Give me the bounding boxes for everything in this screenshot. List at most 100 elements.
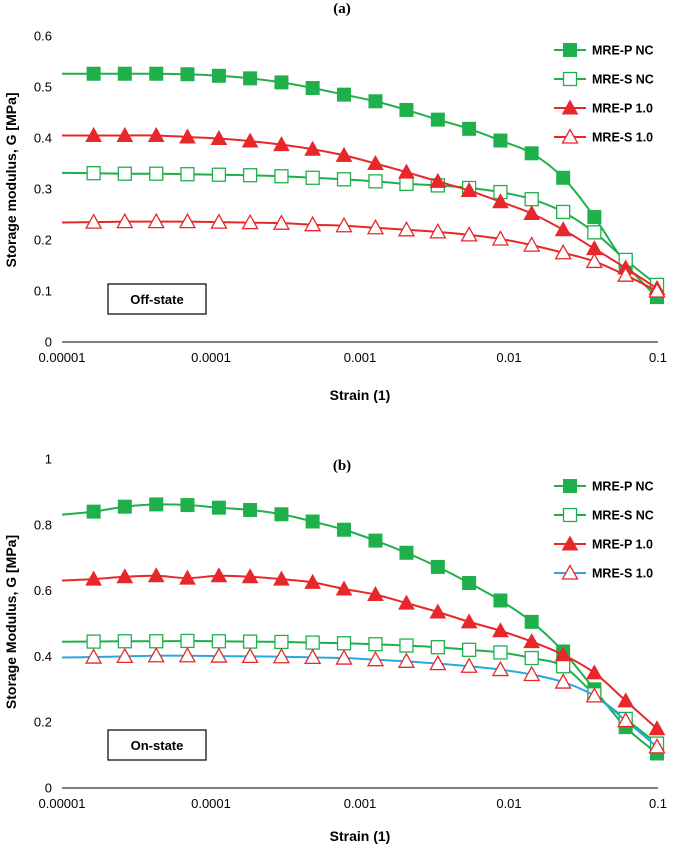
data-point (587, 225, 602, 240)
data-point (178, 646, 197, 663)
data-point (243, 502, 258, 517)
data-point (585, 687, 603, 703)
data-point (399, 638, 414, 653)
data-point (86, 166, 101, 181)
legend-label: MRE-S NC (592, 73, 654, 87)
y-tick-label: 0.4 (34, 131, 52, 146)
data-point (492, 622, 509, 638)
legend-marker (561, 535, 579, 551)
data-point (85, 648, 103, 664)
data-point (180, 633, 195, 649)
data-point (149, 66, 164, 81)
data-point (336, 172, 352, 187)
data-point (85, 570, 102, 586)
data-point (493, 645, 508, 660)
data-point (366, 650, 385, 667)
data-point (556, 204, 571, 220)
data-point (491, 660, 510, 677)
y-tick-label: 0 (45, 781, 52, 796)
data-point (586, 664, 603, 680)
data-point (587, 210, 602, 225)
legend-label: MRE-S 1.0 (592, 567, 653, 581)
data-point (304, 573, 321, 589)
data-point (524, 614, 539, 629)
x-tick-label: 0.0001 (191, 796, 231, 811)
data-point (116, 212, 134, 229)
data-point (210, 567, 228, 583)
data-point (147, 212, 165, 229)
data-point (460, 182, 478, 198)
legend-item: MRE-S 1.0 (554, 564, 653, 581)
data-point (117, 166, 132, 181)
panel-a-plot-area (61, 66, 666, 305)
legend-label: MRE-P NC (592, 44, 654, 58)
data-point (273, 136, 290, 152)
data-point (585, 252, 603, 269)
legend-label: MRE-S 1.0 (592, 131, 653, 145)
data-point (462, 576, 477, 591)
legend-label: MRE-P 1.0 (592, 538, 653, 552)
data-point (179, 128, 196, 144)
data-point (368, 637, 383, 652)
data-point (429, 603, 447, 619)
x-tick-label: 0.1 (649, 796, 667, 811)
panel-a-x-axis-title: Strain (1) (330, 387, 391, 403)
x-tick-label: 0.1 (649, 350, 667, 365)
series-mre-p-nc (61, 66, 665, 305)
legend-marker (563, 43, 577, 57)
data-point (305, 635, 320, 650)
x-tick-label: 0.00001 (39, 796, 86, 811)
y-tick-label: 0.2 (34, 233, 52, 248)
data-point (272, 647, 291, 664)
panel-a: (a) Storage modulus, G [MPa] Strain (1) … (3, 1, 667, 403)
data-point (367, 154, 384, 170)
series-mre-p-nc (61, 497, 665, 761)
panel-b-state-box: On-state (107, 729, 207, 761)
series-mre-s-1-0 (61, 212, 666, 298)
y-tick-label: 0.5 (34, 80, 52, 95)
data-point (273, 570, 290, 586)
data-point (399, 102, 414, 117)
panel-a-state-box: Off-state (107, 283, 207, 315)
legend-marker (562, 507, 578, 523)
legend-item: MRE-S NC (554, 507, 654, 523)
data-point (523, 204, 541, 220)
panel-b-legend: MRE-P NC MRE-S NC MRE-P 1.0 MRE-S 1.0 (554, 479, 654, 581)
data-point (210, 213, 228, 229)
panel-a-y-ticks: 0 0.1 0.2 0.3 0.4 0.5 0.6 (34, 29, 52, 350)
data-point (86, 634, 101, 649)
y-tick-label: 0.6 (34, 583, 52, 598)
y-tick-label: 0.1 (34, 284, 52, 299)
data-point (368, 174, 383, 189)
panel-b-y-axis-title: Storage Modulus, G [MPa] (3, 535, 19, 709)
panel-b-x-ticks: 0.00001 0.0001 0.001 0.01 0.1 (39, 796, 668, 811)
data-point (648, 282, 666, 298)
data-point (305, 170, 320, 185)
x-tick-label: 0.00001 (39, 350, 86, 365)
data-point (337, 87, 352, 102)
data-point (523, 665, 541, 682)
panel-a-y-axis-title: Storage modulus, G [MPa] (3, 92, 19, 267)
data-point (399, 176, 414, 192)
data-point (523, 236, 541, 252)
panel-b-label: (b) (333, 458, 351, 474)
legend-label: MRE-P 1.0 (592, 102, 653, 116)
legend-marker (561, 564, 579, 580)
data-point (368, 94, 383, 109)
series-line (61, 171, 658, 286)
legend-item: MRE-P NC (554, 43, 654, 58)
panel-b-plot-area (61, 497, 666, 761)
x-tick-label: 0.001 (344, 350, 377, 365)
panel-a-label: (a) (333, 1, 351, 17)
data-point (241, 568, 259, 584)
panel-a-x-ticks: 0.00001 0.0001 0.001 0.01 0.1 (39, 350, 668, 365)
x-tick-label: 0.01 (496, 350, 521, 365)
data-point (556, 170, 571, 185)
series-mre-s-nc (61, 166, 665, 293)
data-point (180, 498, 195, 513)
data-point (242, 168, 258, 183)
data-point (85, 213, 103, 229)
legend-item: MRE-P 1.0 (554, 535, 653, 552)
data-point (211, 167, 227, 182)
